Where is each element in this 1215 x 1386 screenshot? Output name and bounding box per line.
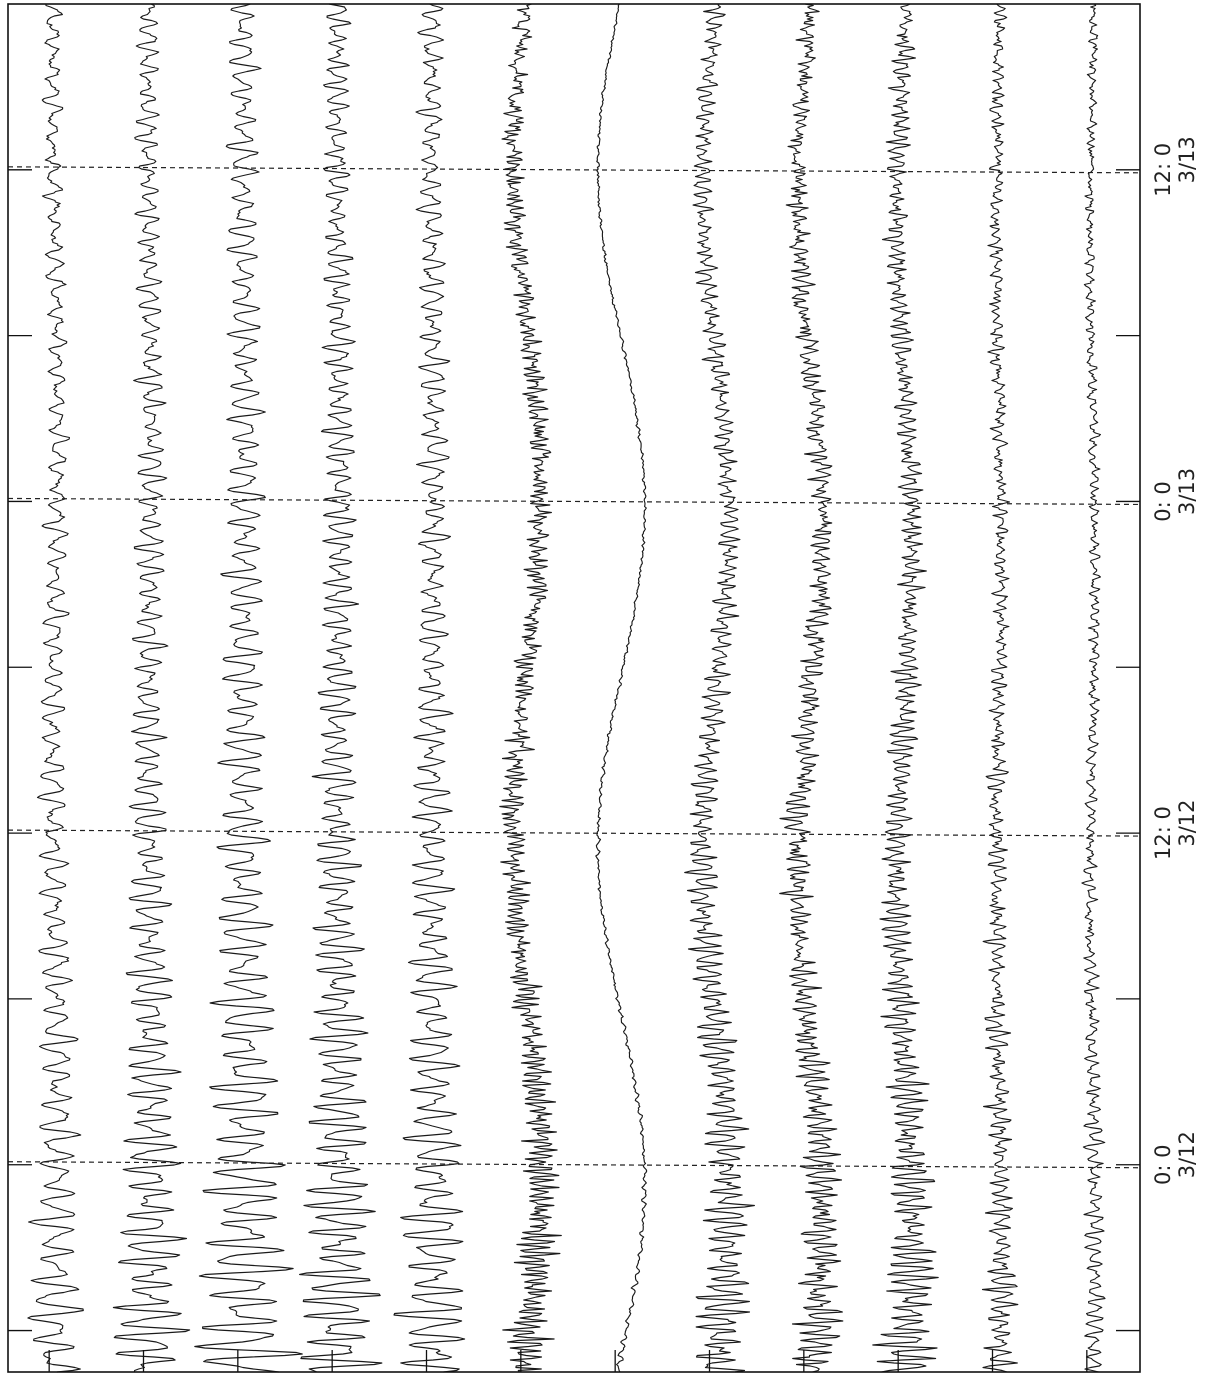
tick-label-group-4: 12: 0 3/13 — [1151, 136, 1199, 197]
tick-label-date-2: 3/12 — [1175, 800, 1199, 847]
waveform-trace-6 — [499, 3, 562, 1373]
tick-label-time-1: 0: 0 — [1151, 1144, 1175, 1184]
waveform-trace-9 — [779, 3, 844, 1373]
gridline-4 — [7, 166, 1141, 174]
tick-label-group-2: 12: 0 3/12 — [1151, 800, 1199, 861]
tick-label-date-1: 3/12 — [1175, 1131, 1199, 1178]
tick-label-group-1: 0: 0 3/12 — [1151, 1131, 1199, 1185]
waveform-trace-2 — [112, 3, 191, 1373]
waveform-trace-4 — [299, 3, 383, 1373]
tick-label-date-4: 3/13 — [1175, 136, 1199, 183]
tick-label-time-2: 12: 0 — [1151, 806, 1175, 860]
waveform-trace-1 — [27, 4, 84, 1373]
traces-layer — [27, 3, 1106, 1373]
waveform-trace-8 — [684, 3, 755, 1373]
grid-layer — [7, 166, 1141, 1169]
gridline-2 — [7, 829, 1141, 837]
waveform-trace-7 — [595, 3, 648, 1373]
tick-label-time-3: 0: 0 — [1151, 481, 1175, 521]
waveform-trace-11 — [981, 3, 1019, 1373]
tick-label-time-4: 12: 0 — [1151, 143, 1175, 197]
waveform-trace-10 — [872, 3, 939, 1373]
plot-frame — [7, 3, 1141, 1373]
waveform-trace-12 — [1081, 3, 1106, 1373]
gridline-3 — [7, 497, 1141, 506]
tick-label-group-3: 0: 0 3/13 — [1151, 468, 1199, 522]
tick-label-date-3: 3/13 — [1175, 468, 1199, 515]
waveform-trace-3 — [194, 3, 303, 1373]
waveform-trace-5 — [393, 3, 466, 1373]
